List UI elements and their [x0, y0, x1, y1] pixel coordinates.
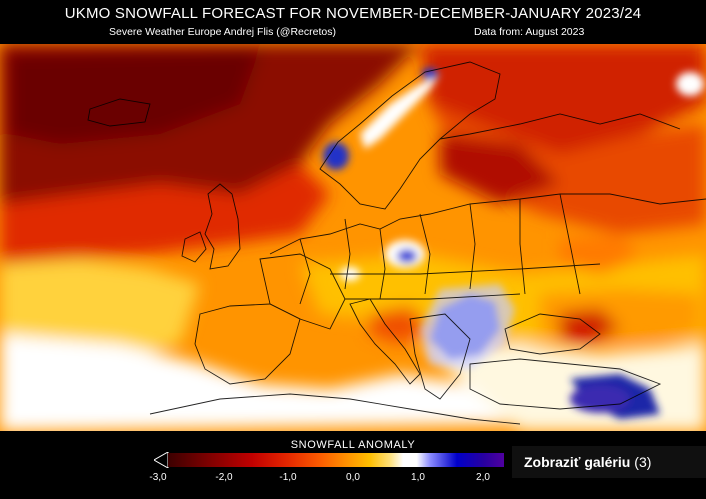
data-source-label: Data from: August 2023: [474, 26, 585, 38]
map-title: UKMO SNOWFALL FORECAST FOR NOVEMBER-DECE…: [64, 5, 642, 22]
map-credit: Severe Weather Europe Andrej Flis (@Recr…: [109, 26, 336, 38]
show-gallery-button[interactable]: Zobraziť galériu (3): [512, 446, 706, 478]
legend-tick: 1,0: [411, 472, 425, 483]
legend-tick: 2,0: [476, 472, 490, 483]
legend-tick: -3,0: [149, 472, 167, 483]
color-scale-bar: [154, 452, 504, 468]
gallery-image-count: (3): [634, 454, 652, 470]
legend-tick: 0,0: [346, 472, 360, 483]
legend-title: SNOWFALL ANOMALY: [290, 439, 416, 451]
map-header: UKMO SNOWFALL FORECAST FOR NOVEMBER-DECE…: [0, 0, 706, 44]
country-borders: [87, 61, 706, 425]
scale-gradient: [168, 453, 504, 467]
scale-left-arrow: [154, 452, 169, 468]
map-canvas: [0, 44, 706, 431]
snowfall-anomaly-map: [0, 44, 706, 431]
snow-positive-areas: [323, 68, 704, 419]
legend-tick: -1,0: [279, 472, 297, 483]
gallery-button-label: Zobraziť galériu: [524, 454, 631, 470]
legend-tick: -2,0: [215, 472, 233, 483]
